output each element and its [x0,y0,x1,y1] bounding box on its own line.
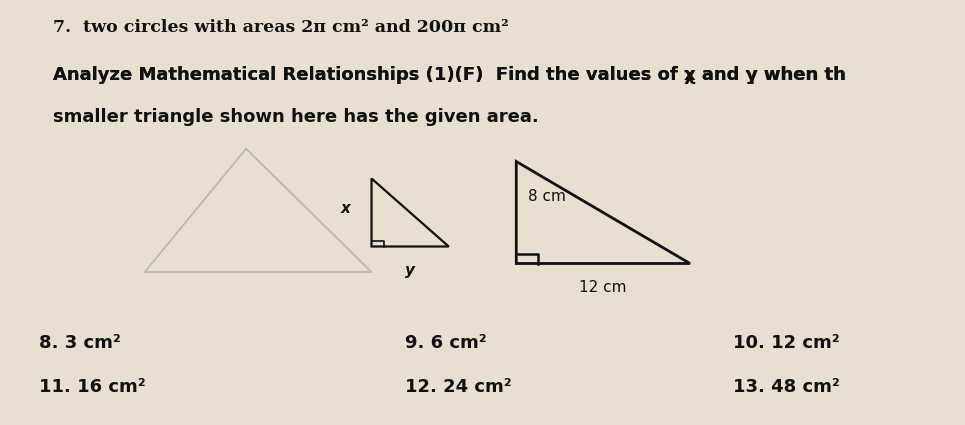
Text: 12 cm: 12 cm [579,280,627,295]
Text: x: x [341,201,350,216]
Text: 7.  two circles with areas 2π cm² and 200π cm²: 7. two circles with areas 2π cm² and 200… [53,19,509,36]
Text: y: y [405,264,415,278]
Text: 8 cm: 8 cm [528,189,565,204]
Text: 12. 24 cm²: 12. 24 cm² [405,378,511,396]
Text: 13. 48 cm²: 13. 48 cm² [733,378,841,396]
Text: 9. 6 cm²: 9. 6 cm² [405,334,487,351]
Text: 8. 3 cm²: 8. 3 cm² [39,334,121,351]
Text: 10. 12 cm²: 10. 12 cm² [733,334,840,351]
Text: Analyze Mathematical Relationships (1)(F)  Find the values of x and y when th: Analyze Mathematical Relationships (1)(F… [53,66,845,84]
Text: 11. 16 cm²: 11. 16 cm² [39,378,145,396]
Text: Analyze Mathematical Relationships (1)(F)  Find the values of χ and γ when th: Analyze Mathematical Relationships (1)(F… [53,66,846,84]
Text: smaller triangle shown here has the given area.: smaller triangle shown here has the give… [53,108,538,126]
